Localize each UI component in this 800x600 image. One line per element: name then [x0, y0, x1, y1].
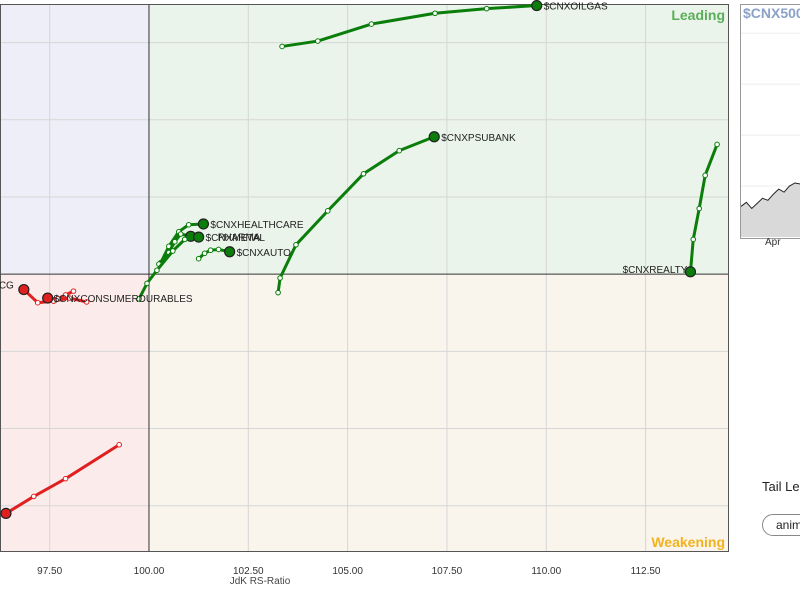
trail-point	[201, 250, 208, 257]
x-tick-label: 102.50	[233, 566, 264, 577]
trail-head-point	[18, 283, 30, 296]
symbol-label: $CNXCONSUMERDURABLES	[54, 294, 193, 305]
trail-point	[170, 248, 176, 254]
trail-point	[690, 236, 697, 243]
trail-point	[483, 5, 490, 12]
trail-point	[70, 288, 77, 294]
symbol-label: FMCG	[0, 281, 14, 292]
quadrant-label-leading: Leading	[671, 7, 725, 23]
trail-point	[277, 275, 283, 281]
quadrant-backgrounds	[0, 4, 729, 552]
x-tick-label: 107.50	[432, 566, 463, 577]
trail-point	[696, 205, 703, 212]
trail-point	[136, 296, 142, 302]
symbol-label: PHARMA	[218, 232, 261, 243]
plot-border	[0, 4, 729, 552]
trail-point	[83, 299, 90, 305]
trail-point	[315, 38, 321, 44]
trail-point	[66, 295, 73, 301]
x-tick-label: 112.50	[631, 566, 661, 577]
trail-point	[279, 43, 285, 50]
x-tick-label: 110.00	[531, 566, 561, 577]
trail-point	[177, 231, 184, 237]
quadrant-label-weakening: Weakening	[651, 534, 725, 550]
trail-point	[207, 247, 214, 254]
trail-point	[144, 280, 150, 287]
trail-point	[172, 238, 178, 245]
trail-point	[215, 246, 222, 253]
symbol-label: $CNXOILGAS	[544, 2, 608, 13]
trail-point	[432, 10, 438, 17]
trail-line	[280, 4, 539, 48]
trail-point	[360, 171, 367, 177]
rotation-trails	[0, 0, 720, 520]
trail-point	[185, 221, 192, 228]
trail-head-point	[197, 218, 210, 230]
trail-point	[195, 255, 202, 262]
quadrant-weakening	[148, 274, 729, 552]
trail-line	[4, 443, 121, 515]
mini-area	[741, 182, 800, 237]
mini-line	[741, 182, 800, 210]
trail-point	[714, 141, 720, 148]
trail-head-point	[428, 131, 440, 143]
trail-point	[293, 242, 299, 248]
trail-point	[702, 172, 708, 179]
trail-head-point	[193, 231, 205, 243]
chart-axes: 97.50 100.00 102.50 105.00 107.50 110.00 112.5…	[0, 4, 729, 577]
quadrant-improving	[0, 4, 149, 275]
rrg-chart: 97.50 100.00 102.50 105.00 107.50 110.00 112.5…	[0, 0, 729, 587]
trail-point	[324, 208, 331, 214]
trail-head-point	[42, 292, 54, 304]
symbol-label: $CNXPSUBANK	[441, 133, 516, 144]
trail-point	[368, 21, 375, 27]
trail-point	[154, 267, 160, 274]
benchmark-line-svg	[741, 32, 800, 237]
trail-point	[54, 296, 61, 302]
trail-point	[116, 441, 122, 448]
trail-point	[62, 475, 69, 482]
trail-head-point	[531, 0, 543, 12]
trail-point	[30, 493, 37, 500]
benchmark-title: $CNX500	[743, 5, 800, 21]
trail-point	[62, 292, 69, 298]
tail-length-label: Tail Le	[762, 479, 800, 494]
symbol-labels: $CNXOILGAS $CNXPSUBANK $CNXREALTY $CNXHEALT…	[0, 2, 688, 306]
animate-button[interactable]: anim	[762, 514, 800, 536]
quadrant-lagging	[0, 274, 149, 552]
trail-head-point	[684, 266, 697, 278]
x-axis-title: JdK RS-Ratio	[230, 576, 291, 587]
trail-point	[275, 289, 281, 296]
symbol-label: $CNXMETAL	[206, 233, 266, 244]
x-tick-label: 100.00	[134, 566, 165, 577]
trail-head-point	[224, 246, 236, 258]
symbol-label: $CNXAUTO	[237, 248, 291, 259]
trail-head-point	[0, 507, 12, 520]
trail-point	[34, 299, 41, 306]
symbol-label: $CNXHEALTHCARE	[210, 220, 303, 231]
benchmark-mini-chart: $CNX500	[740, 4, 800, 239]
symbol-label: $CNXREALTY	[623, 265, 688, 276]
x-tick-label: 97.50	[37, 566, 62, 577]
benchmark-month-tick: Apr	[765, 237, 781, 248]
trail-point	[396, 147, 403, 154]
x-tick-label: 105.00	[332, 566, 363, 577]
trail-point	[181, 236, 188, 243]
